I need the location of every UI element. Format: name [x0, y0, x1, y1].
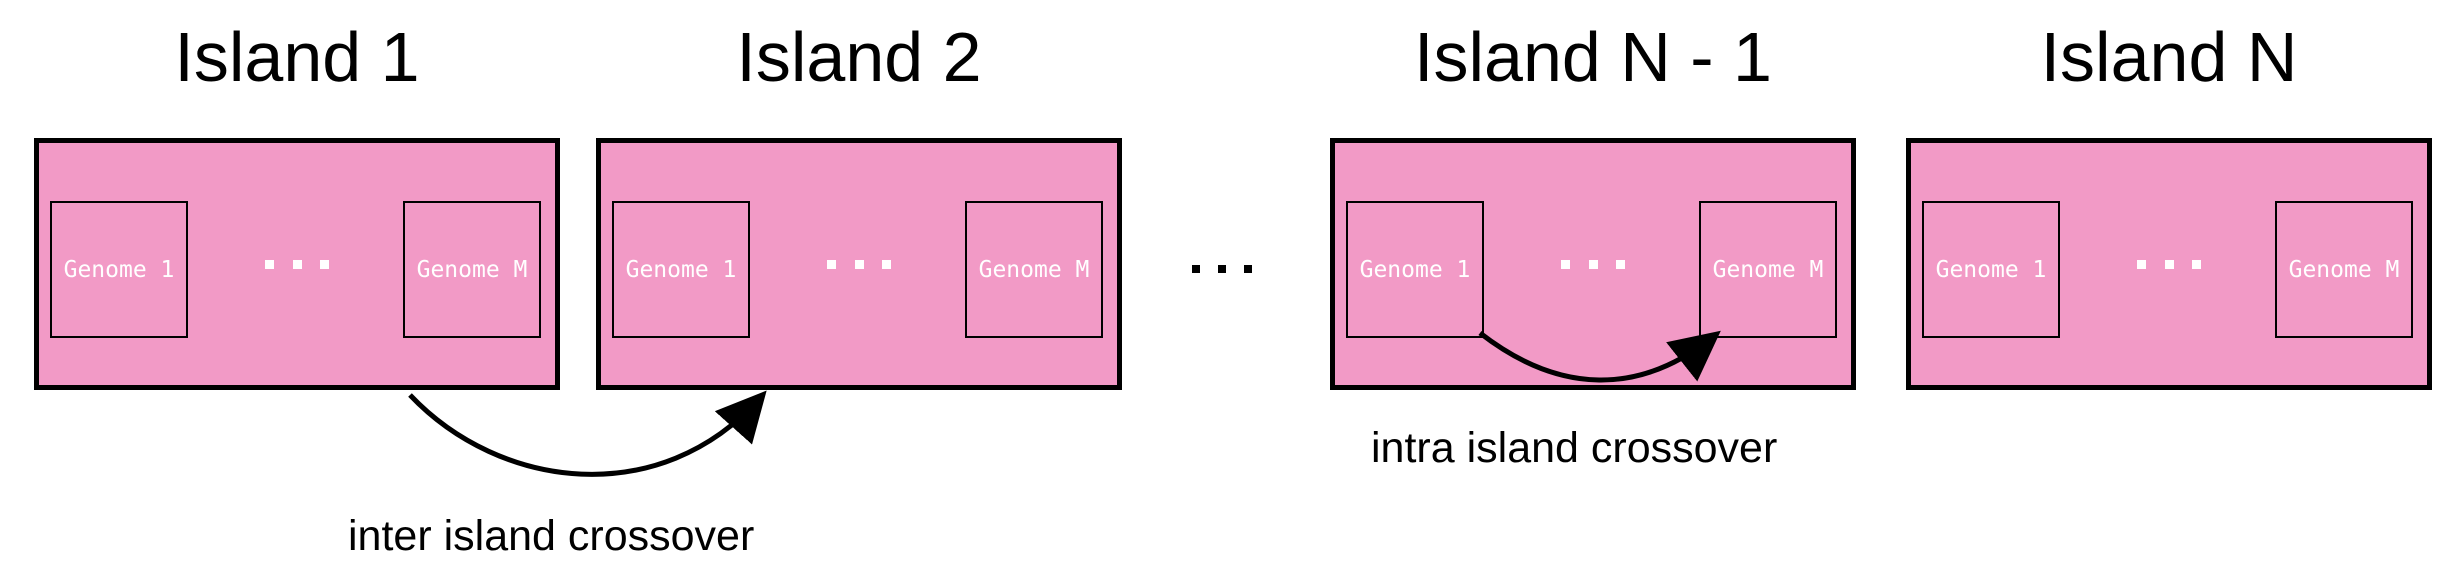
genome-m-box: Genome M [965, 201, 1103, 338]
island-n-title: Island N [2040, 18, 2298, 96]
genome-ellipsis [827, 255, 891, 273]
genome-ellipsis [265, 255, 329, 273]
island-1-title: Island 1 [174, 18, 420, 96]
genome-1-box: Genome 1 [50, 201, 188, 338]
island-n-minus-1-title: Island N - 1 [1414, 18, 1772, 96]
intra-island-caption: intra island crossover [1371, 424, 1778, 472]
genome-1-box: Genome 1 [1346, 201, 1484, 338]
genome-m-box: Genome M [1699, 201, 1837, 338]
island-n: Genome 1 Genome M [1906, 138, 2432, 390]
genome-m-box: Genome M [2275, 201, 2413, 338]
island-2-title: Island 2 [736, 18, 982, 96]
inter-island-caption: inter island crossover [348, 512, 755, 560]
island-1: Genome 1 Genome M [34, 138, 560, 390]
genome-ellipsis [1561, 255, 1625, 273]
genome-ellipsis [2137, 255, 2201, 273]
genome-1-box: Genome 1 [1922, 201, 2060, 338]
genome-m-box: Genome M [403, 201, 541, 338]
islands-ellipsis [1192, 262, 1252, 276]
inter-island-crossover-arrow [408, 390, 767, 477]
genome-1-box: Genome 1 [612, 201, 750, 338]
island-2: Genome 1 Genome M [596, 138, 1122, 390]
intra-island-crossover-arrow [1478, 330, 1721, 383]
island-n-minus-1: Genome 1 Genome M [1330, 138, 1856, 390]
